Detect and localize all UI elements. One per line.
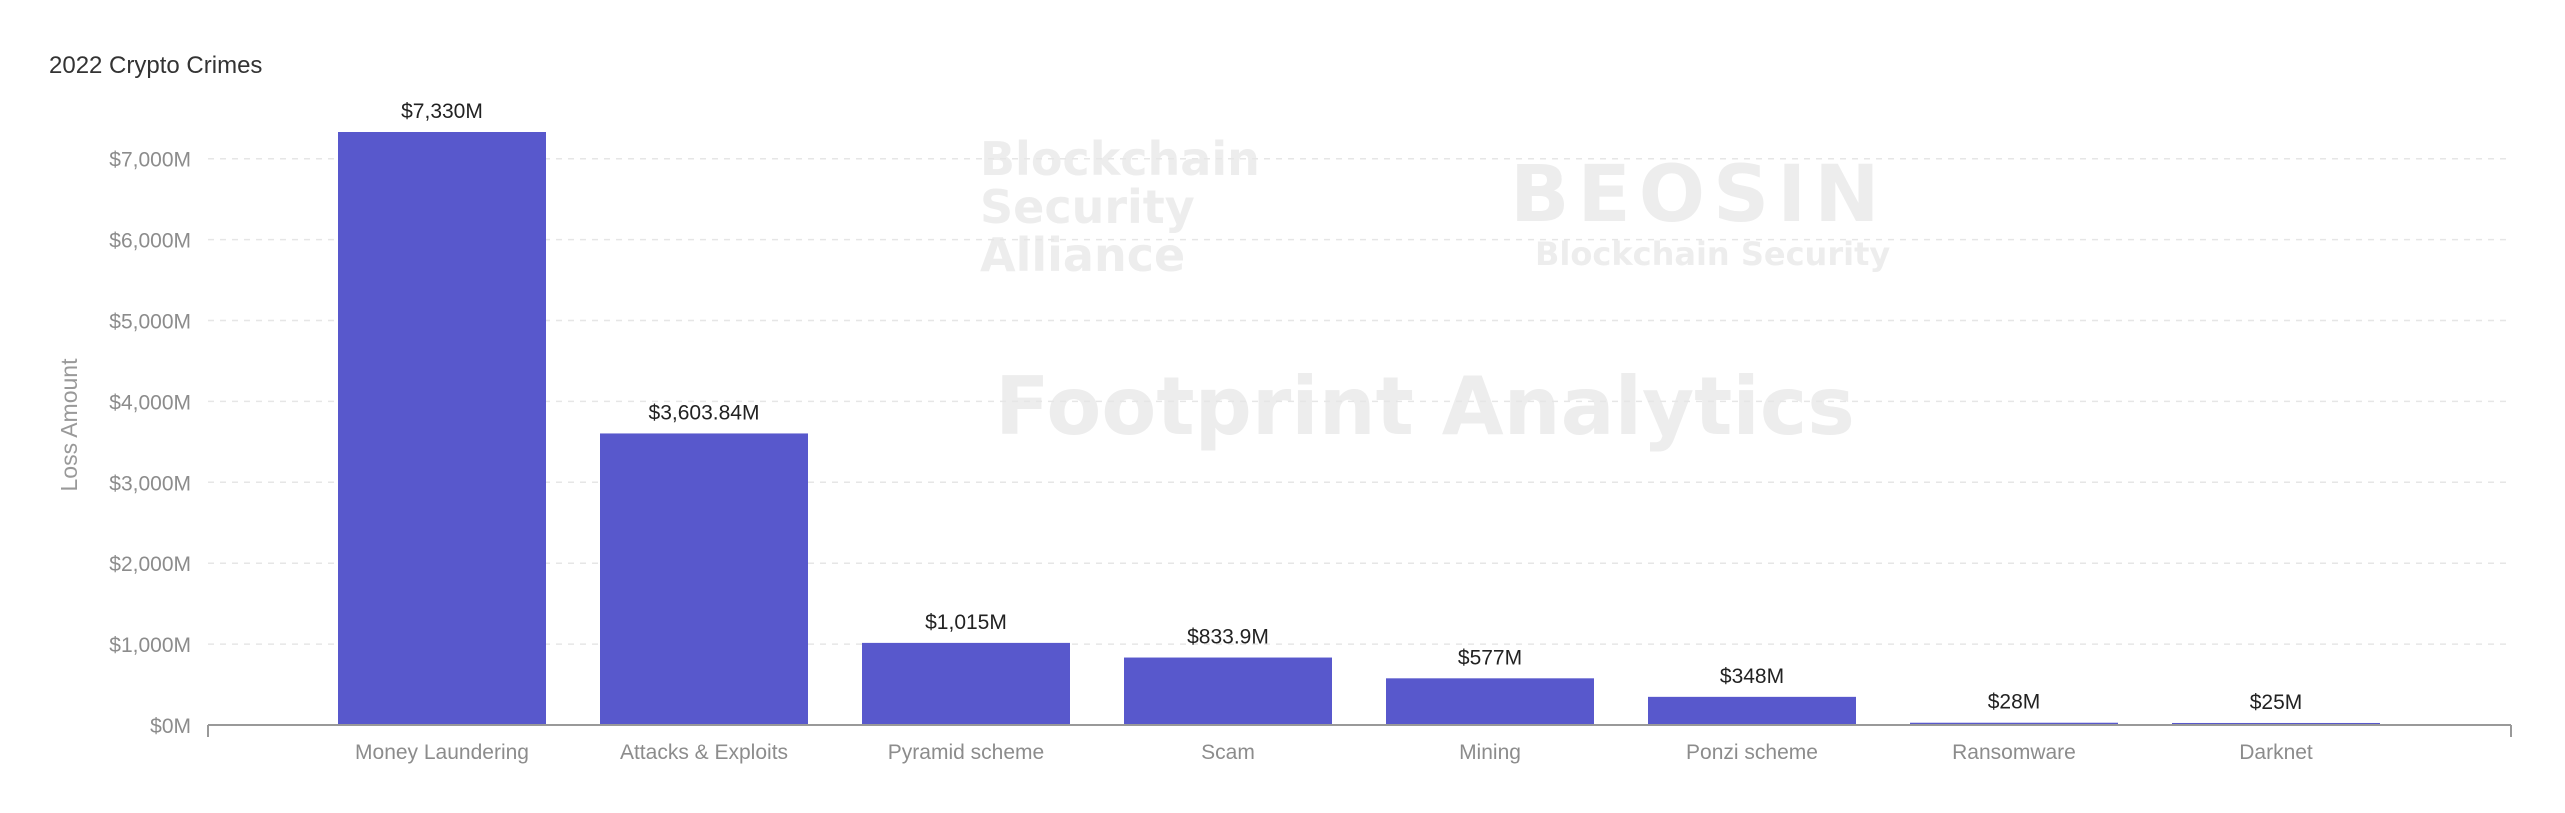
y-tick-label: $1,000M bbox=[109, 634, 191, 657]
bar bbox=[600, 433, 808, 725]
x-tick-label: Ponzi scheme bbox=[1686, 741, 1818, 764]
data-label: $833.9M bbox=[1187, 626, 1269, 649]
bar bbox=[1648, 696, 1856, 725]
x-tick-label: Attacks & Exploits bbox=[620, 741, 788, 764]
data-label: $28M bbox=[1988, 691, 2041, 714]
x-tick-label: Ransomware bbox=[1952, 741, 2076, 764]
bar bbox=[338, 132, 546, 726]
data-label: $7,330M bbox=[401, 100, 483, 123]
y-tick-label: $2,000M bbox=[109, 553, 191, 576]
y-tick-label: $7,000M bbox=[109, 149, 191, 172]
data-label: $348M bbox=[1720, 665, 1784, 688]
bar bbox=[862, 642, 1070, 725]
x-tick-label: Pyramid scheme bbox=[888, 741, 1044, 764]
data-label: $3,603.84M bbox=[649, 401, 760, 424]
y-tick-label: $3,000M bbox=[109, 472, 191, 495]
x-tick-label: Scam bbox=[1201, 741, 1255, 764]
bar bbox=[1386, 678, 1594, 725]
x-tick-label: Darknet bbox=[2239, 741, 2313, 764]
bar bbox=[1124, 657, 1332, 725]
data-label: $1,015M bbox=[925, 611, 1007, 634]
y-tick-label: $5,000M bbox=[109, 311, 191, 334]
bar bbox=[2172, 722, 2380, 725]
bar bbox=[1910, 722, 2118, 725]
y-tick-label: $4,000M bbox=[109, 391, 191, 414]
data-label: $577M bbox=[1458, 646, 1522, 669]
chart-title: 2022 Crypto Crimes bbox=[49, 52, 263, 79]
x-tick-label: Money Laundering bbox=[355, 741, 529, 764]
y-tick-label: $0M bbox=[150, 715, 191, 738]
data-label: $25M bbox=[2250, 691, 2303, 714]
x-tick-label: Mining bbox=[1459, 741, 1521, 764]
y-tick-label: $6,000M bbox=[109, 230, 191, 253]
y-axis-label: Loss Amount bbox=[56, 358, 82, 492]
